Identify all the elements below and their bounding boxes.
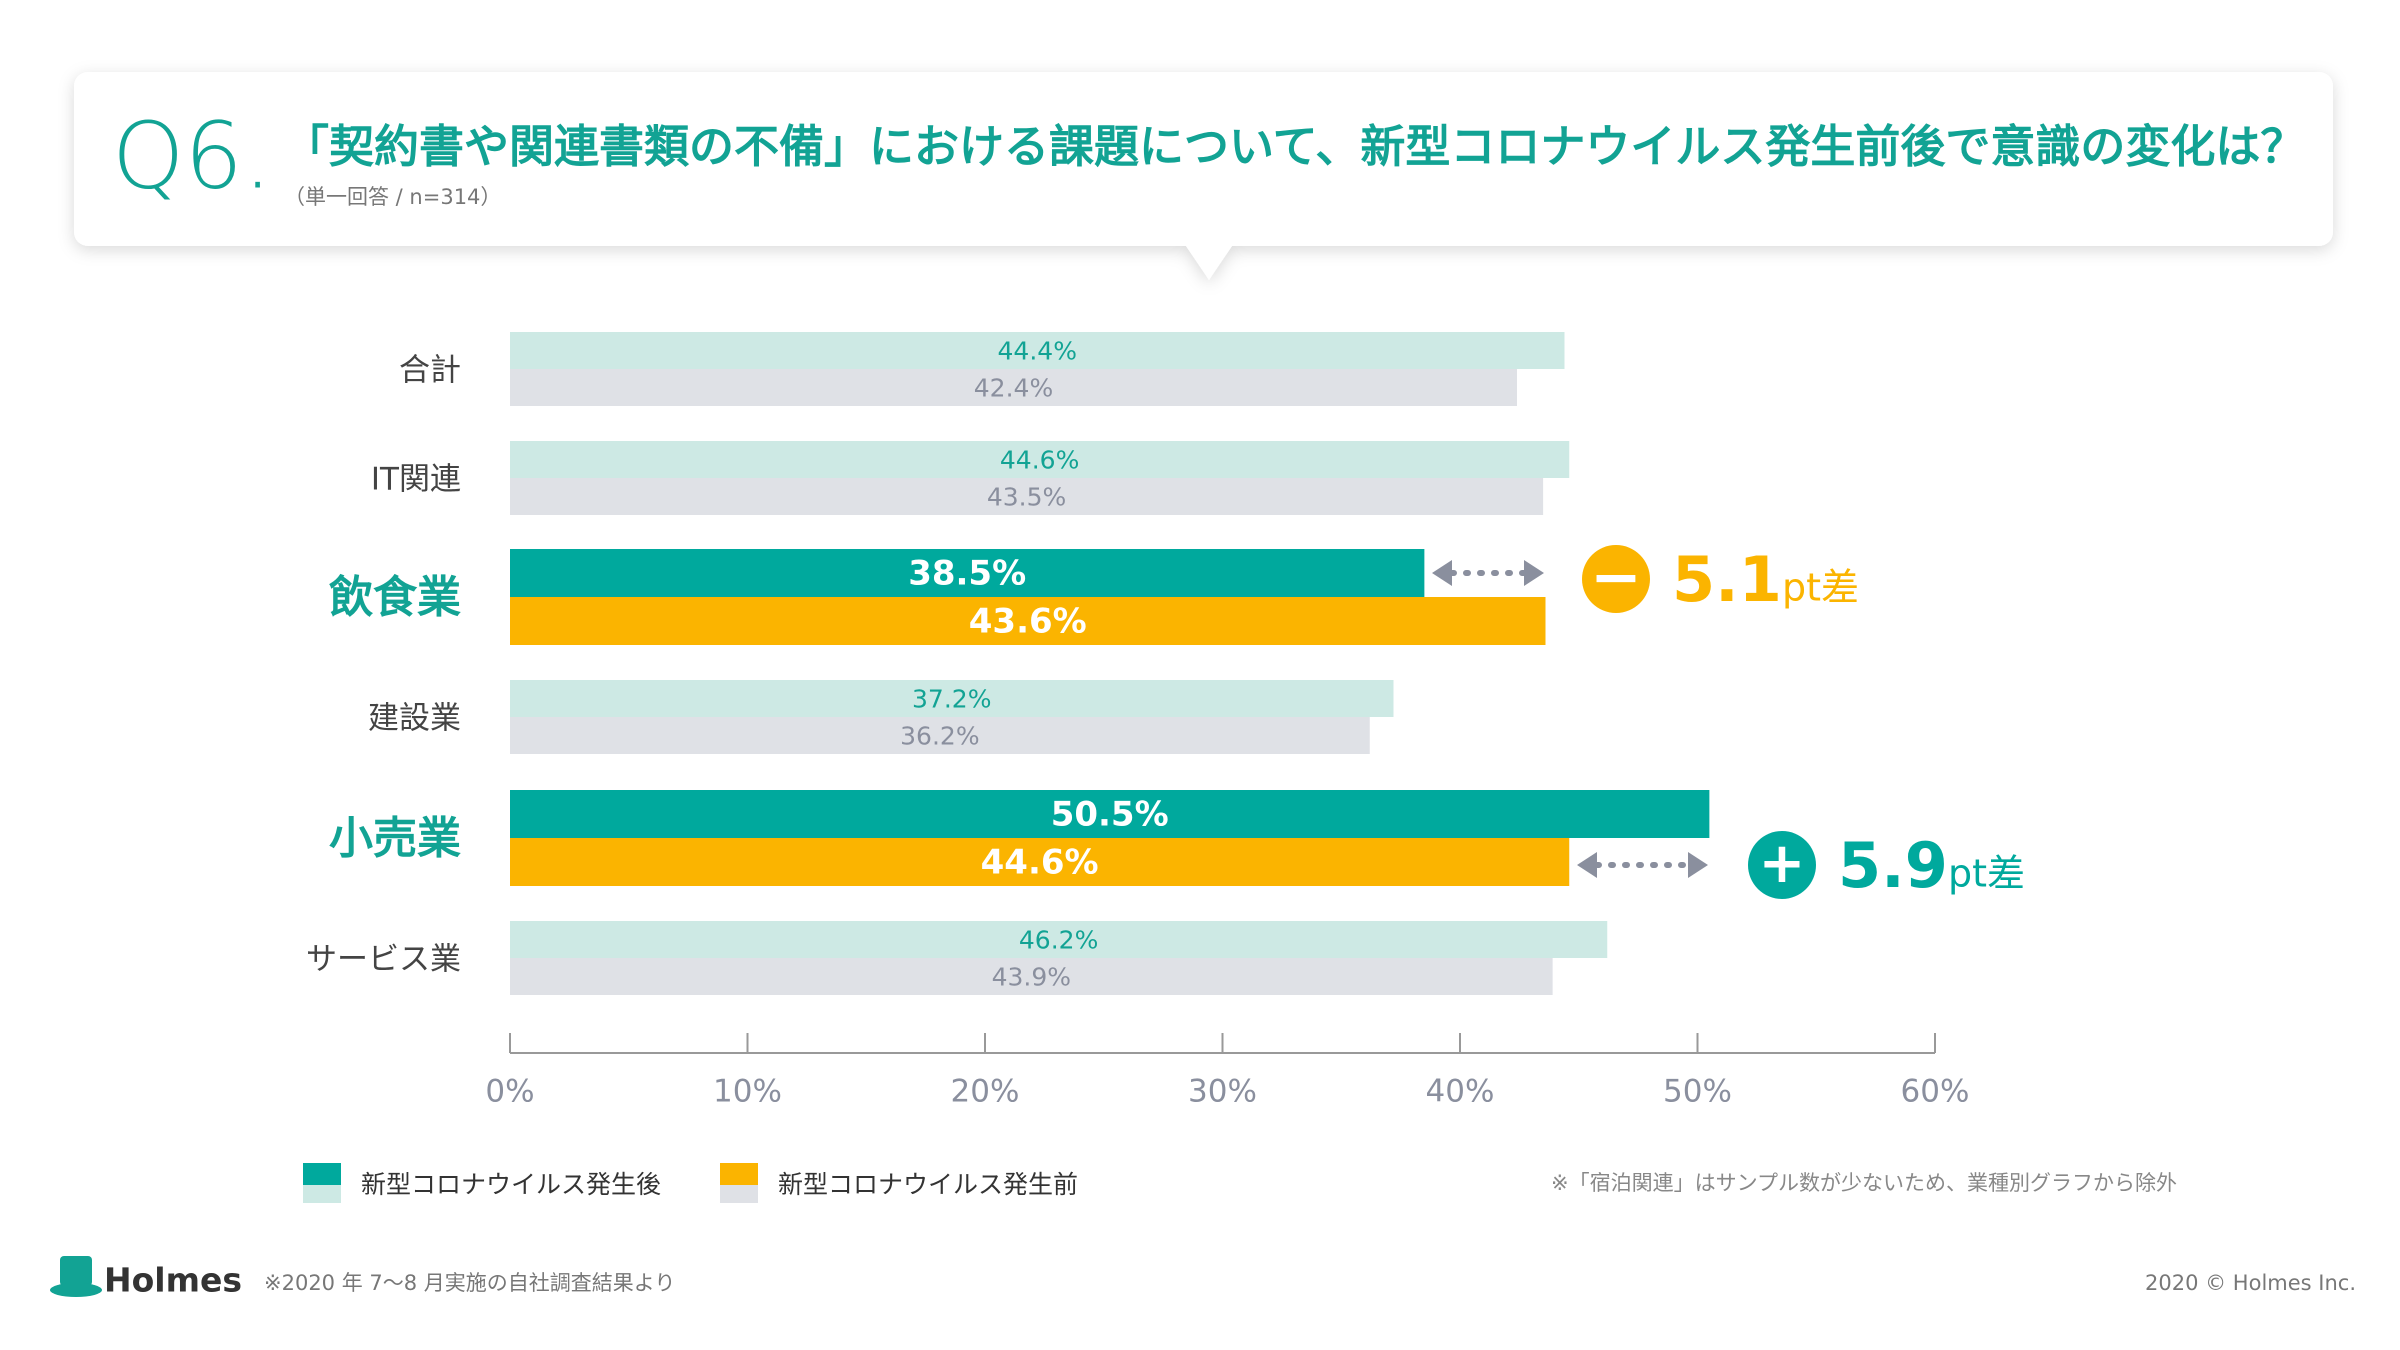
question-number: Q6. xyxy=(112,103,272,210)
bar xyxy=(510,597,1546,645)
value-label: 50.5% xyxy=(1051,795,1169,835)
x-tick-label: 40% xyxy=(1426,1074,1495,1110)
logo-icon xyxy=(50,1256,102,1297)
value-label: 44.4% xyxy=(998,337,1077,366)
bar xyxy=(510,369,1517,406)
diff-value: 5.1 xyxy=(1672,543,1782,616)
value-label: 44.6% xyxy=(981,843,1099,883)
bar xyxy=(510,549,1425,597)
source: ※2020 年 7〜8 月実施の自社調査結果より xyxy=(264,1271,675,1295)
legend-swatch xyxy=(303,1185,341,1203)
x-tick-label: 20% xyxy=(951,1074,1020,1110)
bar xyxy=(510,680,1394,717)
copyright: 2020 © Holmes Inc. xyxy=(2145,1271,2356,1295)
footnote: ※「宿泊関連」はサンプル数が少ないため、業種別グラフから除外 xyxy=(1551,1171,2177,1195)
category-label: 合計 xyxy=(399,353,461,389)
bar xyxy=(510,958,1553,995)
category-label: 小売業 xyxy=(329,813,461,864)
bar xyxy=(510,332,1565,369)
diff-unit: pt差 xyxy=(1948,852,2025,896)
category-label: IT関連 xyxy=(371,462,461,498)
x-tick-label: 0% xyxy=(485,1074,534,1110)
legend-label: 新型コロナウイルス発生後 xyxy=(361,1170,661,1199)
bar xyxy=(510,838,1570,886)
diff-sign: + xyxy=(1759,831,1806,896)
diff-unit: pt差 xyxy=(1782,566,1859,610)
header-box xyxy=(74,72,2333,280)
bar xyxy=(510,790,1710,838)
value-label: 43.9% xyxy=(992,963,1071,992)
diff-sign: − xyxy=(1590,540,1642,613)
value-label: 38.5% xyxy=(908,554,1026,594)
x-tick-label: 60% xyxy=(1901,1074,1970,1110)
legend-swatch xyxy=(720,1163,758,1185)
value-label: 37.2% xyxy=(912,685,991,714)
question-title: 「契約書や関連書類の不備」における課題について、新型コロナウイルス発生前後で意識… xyxy=(284,120,2305,173)
diff-value: 5.9 xyxy=(1838,829,1948,902)
value-label: 43.6% xyxy=(969,602,1087,642)
x-tick-label: 10% xyxy=(713,1074,782,1110)
category-label: サービス業 xyxy=(306,942,461,978)
bar xyxy=(510,717,1370,754)
value-label: 46.2% xyxy=(1019,926,1098,955)
bar xyxy=(510,478,1544,515)
legend-swatch xyxy=(720,1185,758,1203)
legend-swatch xyxy=(303,1163,341,1185)
category-label: 飲食業 xyxy=(329,572,461,623)
sign-circle xyxy=(1582,545,1650,613)
x-tick-label: 30% xyxy=(1188,1074,1257,1110)
bar xyxy=(510,921,1608,958)
value-label: 43.5% xyxy=(987,483,1066,512)
value-label: 44.6% xyxy=(1000,446,1079,475)
value-label: 36.2% xyxy=(900,722,979,751)
value-label: 42.4% xyxy=(974,374,1053,403)
brand: Holmes xyxy=(104,1261,242,1300)
diff-arrow xyxy=(1432,560,1708,878)
x-tick-label: 50% xyxy=(1663,1074,1732,1110)
question-note: （単一回答 / n=314） xyxy=(284,185,501,209)
category-label: 建設業 xyxy=(368,701,461,737)
legend-label: 新型コロナウイルス発生前 xyxy=(778,1170,1078,1199)
bar xyxy=(510,441,1570,478)
sign-circle xyxy=(1748,831,1816,899)
